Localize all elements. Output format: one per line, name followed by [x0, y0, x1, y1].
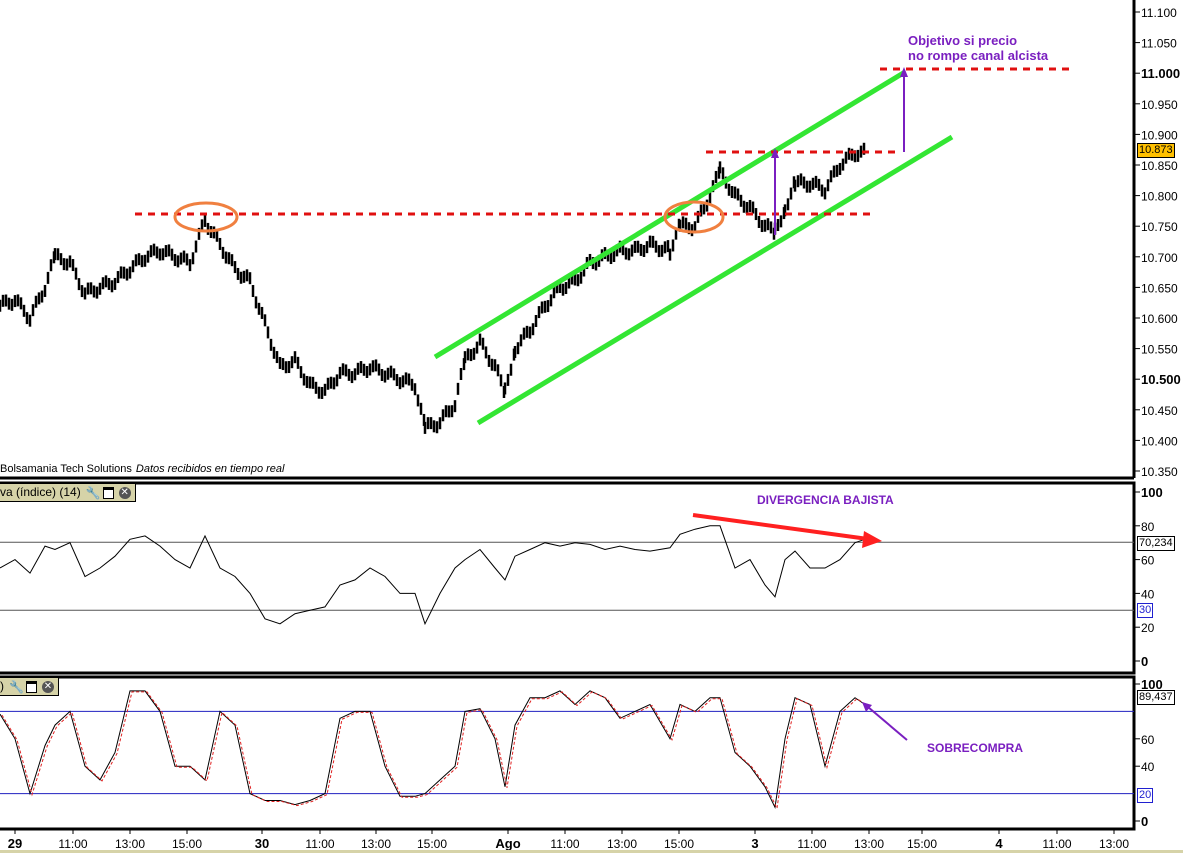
x-tick-label: 11:00 [1042, 837, 1071, 851]
y-tick-label: 0 [1141, 654, 1148, 669]
y-tick-label: 10.450 [1141, 404, 1178, 418]
wrench-icon[interactable]: 🔧 [9, 679, 24, 694]
target-text-1: Objetivo si precio [908, 33, 1018, 48]
x-tick-label: 11:00 [797, 837, 826, 851]
rsi-panel-title: va (índice) (14) [0, 485, 81, 499]
x-tick-label: 29 [8, 836, 22, 851]
x-tick-label: 15:00 [172, 837, 202, 851]
window-icon[interactable] [26, 680, 37, 693]
y-tick-label: 10.800 [1141, 190, 1178, 204]
target-annotation: Objetivo si precio no rompe canal alcista [908, 33, 1048, 63]
x-tick-label: 11:00 [58, 837, 87, 851]
y-tick-label: 100 [1141, 485, 1163, 500]
stoch-value-badge: 89,437 [1137, 690, 1175, 705]
x-tick-label: Ago [495, 836, 520, 851]
stoch-d-line [1, 691, 868, 810]
y-tick-label: 10.600 [1141, 312, 1178, 326]
y-tick-label: 11.000 [1141, 66, 1180, 81]
divergence-arrow [692, 513, 869, 541]
y-tick-label: 0 [1141, 814, 1148, 829]
top-ellipse-2 [663, 200, 725, 234]
window-icon[interactable] [102, 486, 114, 499]
x-tick-label: 11:00 [305, 837, 334, 851]
status-strip [0, 850, 1183, 853]
y-tick-label: 10.650 [1141, 281, 1178, 295]
x-tick-label: 11:00 [550, 837, 579, 851]
footer-note: Datos recibidos en tiempo real [135, 463, 285, 475]
y-tick-label: 10.900 [1141, 128, 1178, 142]
rsi-line [0, 525, 866, 626]
stoch-panel-title: ) [0, 679, 4, 693]
close-icon[interactable]: ✕ [42, 680, 54, 693]
y-tick-label: 11.050 [1141, 37, 1177, 51]
stoch-level-20-badge: 20 [1137, 788, 1154, 803]
y-tick-label: 40 [1141, 587, 1155, 601]
wrench-icon[interactable]: 🔧 [85, 485, 101, 500]
channel-lower [476, 134, 954, 426]
rsi-panel-header: va (índice) (14) 🔧 ✕ [0, 483, 136, 502]
y-tick-label: 10.850 [1141, 159, 1178, 173]
y-tick-label: 11.100 [1141, 6, 1177, 20]
y-tick-label: 40 [1141, 760, 1155, 774]
x-tick-label: 13:00 [361, 837, 391, 851]
x-tick-label: 30 [255, 836, 269, 851]
overbought-arrow [867, 706, 908, 741]
y-tick-label: 20 [1141, 621, 1155, 635]
y-tick-label: 10.500 [1141, 372, 1181, 387]
y-tick-label: 10.400 [1141, 434, 1178, 448]
x-tick-label: 4 [995, 836, 1003, 851]
x-tick-label: 3 [751, 836, 758, 851]
y-tick-label: 10.350 [1141, 465, 1178, 479]
rsi-value-badge: 70,234 [1137, 536, 1175, 551]
last-price-badge: 10.873 [1137, 143, 1175, 158]
footer: Bolsamania Tech Solutions Datos recibidos… [0, 463, 284, 475]
stoch-panel-header: ) 🔧 ✕ [0, 677, 59, 696]
divergence-annotation: DIVERGENCIA BAJISTA [757, 493, 894, 507]
footer-brand: Bolsamania Tech Solutions [0, 463, 132, 475]
y-tick-label: 60 [1141, 554, 1155, 568]
y-tick-label: 10.950 [1141, 98, 1178, 112]
x-tick-label: 13:00 [1099, 837, 1129, 851]
y-tick-label: 10.750 [1141, 220, 1178, 234]
y-tick-label: 80 [1141, 520, 1155, 534]
stoch-k-line [0, 690, 866, 809]
target-text-2: no rompe canal alcista [908, 48, 1049, 63]
top-ellipse-1 [173, 201, 239, 233]
x-tick-label: 13:00 [115, 837, 145, 851]
x-tick-label: 15:00 [417, 837, 447, 851]
x-tick-label: 13:00 [607, 837, 637, 851]
y-tick-label: 10.550 [1141, 343, 1178, 357]
y-tick-label: 10.700 [1141, 251, 1178, 265]
rsi-level-badge: 30 [1137, 603, 1154, 618]
overbought-annotation: SOBRECOMPRA [927, 741, 1024, 755]
x-tick-label: 15:00 [664, 837, 694, 851]
y-tick-label: 100 [1141, 677, 1163, 692]
x-tick-label: 15:00 [907, 837, 937, 851]
x-tick-label: 13:00 [854, 837, 884, 851]
y-tick-label: 60 [1141, 733, 1155, 747]
close-icon[interactable]: ✕ [118, 486, 131, 499]
